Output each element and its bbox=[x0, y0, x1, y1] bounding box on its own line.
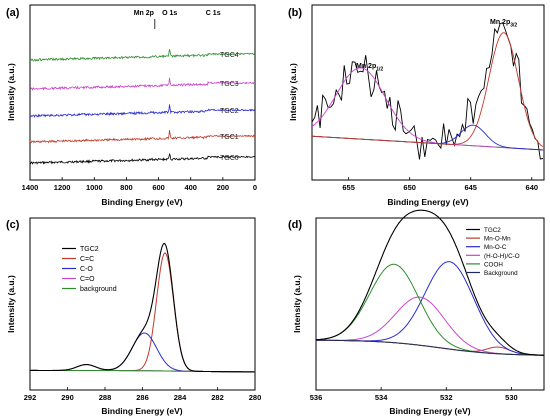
panel-a-series-label: TGC3 bbox=[220, 81, 239, 88]
panel-fit-envelope bbox=[316, 209, 544, 356]
panel-c-xtick-label: 284 bbox=[174, 393, 187, 402]
panel-b-annotation-label: Mn 2p bbox=[356, 63, 376, 70]
panel-legend-entry: TGC2 bbox=[80, 246, 99, 253]
panel-b: (b) 655 650 645 640 Mn 2p1/2Mn 2p3/2 Bindin… bbox=[288, 4, 545, 207]
panel-a-xtick-label: 1000 bbox=[86, 183, 103, 192]
panel-b-fit-peak bbox=[311, 32, 544, 147]
panel-d-label: (d) bbox=[288, 219, 302, 231]
panel-d-xtick-label: 534 bbox=[375, 393, 388, 402]
panel-legend-entry: background bbox=[80, 286, 117, 293]
panel-legend-entry: Mn-O-Mn bbox=[484, 236, 511, 243]
panel-c-xtick-label: 280 bbox=[249, 393, 262, 402]
panel-a-series-tgc2 bbox=[29, 104, 255, 118]
panel-fit-background bbox=[316, 339, 544, 356]
panel-a-ylabel: Intensity (a.u.) bbox=[6, 63, 16, 121]
panel-a-xtick-label: 1200 bbox=[54, 183, 71, 192]
panel-fit-peak bbox=[30, 332, 255, 373]
panel-a-series-label: TGC2 bbox=[220, 108, 239, 115]
panel-b-annotation-sub: 1/2 bbox=[376, 67, 383, 73]
panel-d-xtick-label: 530 bbox=[505, 393, 518, 402]
panel-d-xlabel: Binding Energy (eV) bbox=[389, 406, 470, 416]
panel-b-xtick-label: 655 bbox=[342, 183, 355, 192]
panel-legend-entry: Background bbox=[484, 270, 518, 277]
panel-c-xtick-label: 282 bbox=[211, 393, 224, 402]
panel-b-annotation: Mn 2p1/2 bbox=[356, 63, 383, 73]
panel-a-annotation: Mn 2p bbox=[134, 10, 154, 17]
panel-b-annotation: Mn 2p3/2 bbox=[490, 19, 517, 29]
panel-a-xtick-label: 800 bbox=[120, 183, 133, 192]
panel-d-xtick-label: 536 bbox=[310, 393, 323, 402]
panel-fit-peak bbox=[316, 339, 544, 356]
panel-legend-entry: C=O bbox=[80, 276, 95, 283]
panel-legend-entry: C-O bbox=[80, 266, 93, 273]
panel-b-fit-peak bbox=[311, 67, 543, 151]
panel-d-frame bbox=[315, 217, 545, 391]
panel-a-series-label: TGC4 bbox=[220, 52, 239, 59]
panel-b-xtick-label: 650 bbox=[403, 183, 416, 192]
panel-a-annotation: C 1s bbox=[206, 10, 221, 17]
panel-a-xtick-label: 0 bbox=[253, 183, 257, 192]
panel-a-frame bbox=[29, 4, 256, 181]
panel-c-frame bbox=[29, 217, 256, 391]
panel-b-label: (b) bbox=[288, 7, 302, 19]
panel-legend-entry: (H-O-H)/C-O bbox=[484, 253, 520, 260]
panel-a-xtick-label: 400 bbox=[184, 183, 197, 192]
panel-b-annotation-sub: 3/2 bbox=[510, 23, 517, 29]
panel-b-frame bbox=[311, 4, 545, 181]
panel-a: (a) 1400 1200 1000 800 600 400 200 0 TGC0 TGC1 TG… bbox=[6, 4, 257, 207]
panel-fit-peak bbox=[30, 252, 255, 373]
panel-b-xtick-label: 645 bbox=[464, 183, 477, 192]
panel-a-xtick-label: 600 bbox=[152, 183, 165, 192]
panel-a-series-tgc3 bbox=[29, 77, 256, 91]
panel-d-xtick-label: 532 bbox=[440, 393, 453, 402]
panel-a-annotation: O 1s bbox=[162, 10, 177, 17]
panel-b-xtick-label: 640 bbox=[526, 183, 539, 192]
panel-legend-entry: COOH bbox=[484, 261, 503, 268]
panel-b-annotation-label: Mn 2p bbox=[490, 19, 510, 26]
panel-fit-envelope bbox=[30, 242, 255, 373]
panel-b-xlabel: Binding Energy (eV) bbox=[387, 197, 468, 207]
panel-a-series-tgc4 bbox=[29, 49, 256, 62]
panel-c-label: (c) bbox=[6, 219, 20, 231]
panel-c-xtick-label: 292 bbox=[24, 393, 37, 402]
panel-legend-entry: TGC2 bbox=[484, 227, 501, 234]
panel-legend-entry: C=C bbox=[80, 256, 94, 263]
panel-a-series-label: TGC1 bbox=[220, 134, 239, 141]
panel-c-xtick-label: 290 bbox=[61, 393, 74, 402]
panel-a-xtick-label: 200 bbox=[217, 183, 230, 192]
panel-c-xlabel: Binding Energy (eV) bbox=[101, 406, 182, 416]
panel-c-xtick-label: 286 bbox=[136, 393, 149, 402]
panel-c-xtick-label: 288 bbox=[99, 393, 112, 402]
panel-b-ylabel: Intensity (a.u.) bbox=[288, 63, 298, 121]
panel-a-label: (a) bbox=[6, 7, 20, 19]
panel-a-xtick-label: 1400 bbox=[22, 183, 39, 192]
panel-a-series-tgc1 bbox=[29, 129, 256, 144]
panel-b-raw-spectrum bbox=[311, 22, 544, 160]
panel-a-xlabel: Binding Energy (eV) bbox=[101, 197, 182, 207]
panel-c-ylabel: Intensity (a.u.) bbox=[6, 275, 16, 333]
panel-c: (c) 292 290 288 286 284 282 280 TGC2 C=C C-O C=O b… bbox=[6, 217, 262, 416]
panel-legend-entry: Mn-O-C bbox=[484, 244, 507, 251]
panel-a-series-tgc0 bbox=[30, 153, 256, 165]
panel-b-fit-peak bbox=[311, 124, 543, 151]
panel-d-ylabel: Intensity (a.u.) bbox=[292, 275, 302, 333]
panel-fit-peak bbox=[316, 263, 544, 356]
panel-a-series-label: TGC0 bbox=[220, 155, 239, 162]
